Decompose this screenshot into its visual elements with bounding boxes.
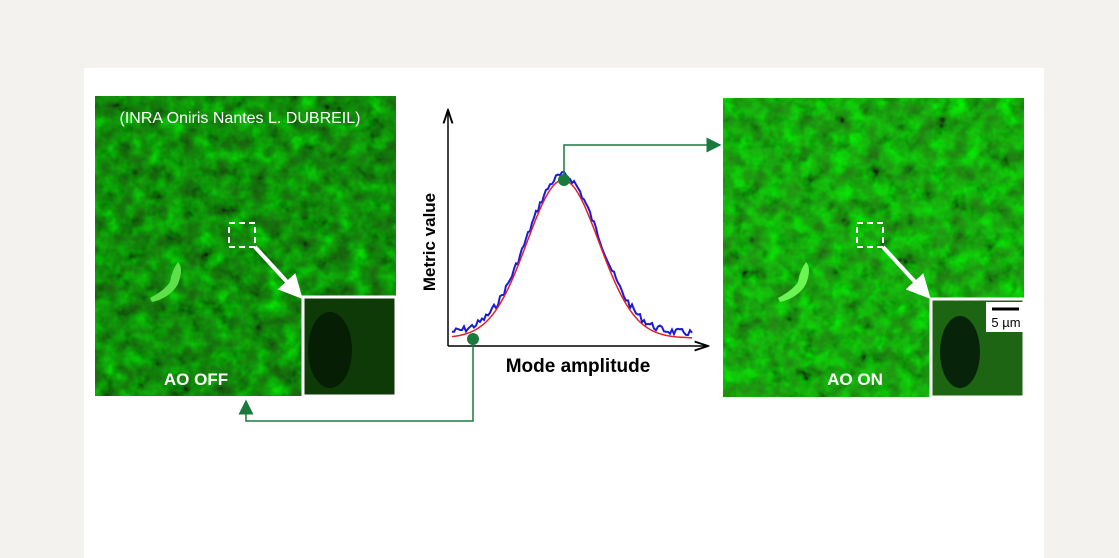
measured-curve xyxy=(451,170,693,337)
roi-box xyxy=(228,222,256,248)
cell xyxy=(150,262,181,302)
connector xyxy=(563,137,722,180)
image-label: AO OFF xyxy=(164,370,228,389)
scale-label: 5 µm xyxy=(991,315,1020,330)
min-point xyxy=(467,333,479,345)
y-axis-label: Metric value xyxy=(420,193,439,291)
cell xyxy=(778,262,809,302)
x-axis-label: Mode amplitude xyxy=(506,356,651,377)
max-point xyxy=(558,174,570,186)
zoom-arrow xyxy=(881,245,931,299)
zoom-arrow xyxy=(253,245,303,299)
image-label: AO ON xyxy=(827,370,883,389)
inset-dark xyxy=(940,316,980,388)
fit-curve xyxy=(451,179,692,339)
roi-box xyxy=(856,222,884,248)
connector xyxy=(238,339,474,422)
scale-box xyxy=(986,302,1024,332)
credit: (INRA Oniris Nantes L. DUBREIL) xyxy=(120,110,361,127)
inset-dark xyxy=(308,312,352,388)
